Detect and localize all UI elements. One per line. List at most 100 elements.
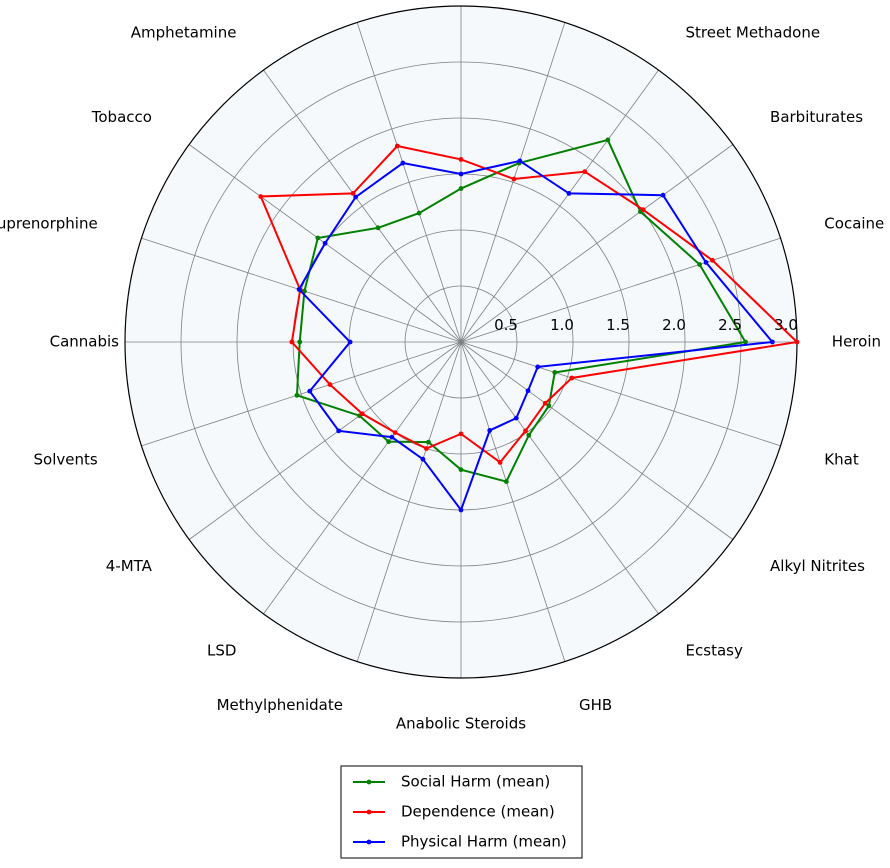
category-labels: Heroin Cocaine Barbiturates Street Methadon…	[0, 23, 884, 732]
grid-spoke	[460, 341, 566, 662]
series-dependence-mean	[258, 143, 800, 465]
data-point	[327, 382, 333, 387]
data-point	[513, 415, 519, 421]
data-point	[375, 225, 381, 231]
data-point	[523, 428, 528, 434]
grid-spoke	[460, 341, 659, 615]
data-point	[458, 467, 464, 473]
data-point	[258, 194, 264, 199]
data-point	[497, 459, 503, 465]
data-point	[294, 392, 300, 398]
legend-label: Social Harm (mean)	[401, 773, 550, 791]
data-point	[458, 507, 464, 513]
r-tick-label: 1.5	[606, 316, 630, 334]
grid-spoke	[460, 341, 734, 540]
category-label-street-methadone: Street Methadone	[686, 23, 821, 41]
data-point	[458, 186, 464, 191]
category-label-barbiturates: Barbiturates	[770, 108, 863, 126]
grid-spoke	[460, 237, 781, 343]
r-tick-label: 2.0	[662, 316, 686, 334]
data-point	[289, 339, 295, 345]
grid-spoke	[460, 144, 734, 343]
data-point	[569, 375, 575, 381]
data-point	[743, 339, 748, 345]
data-point	[353, 194, 359, 200]
grid-spoke	[460, 341, 781, 447]
grid-spoke	[141, 341, 462, 447]
radial-tick-labels: 0.5 1.0 1.5 2.0 2.5 3.0	[494, 316, 798, 334]
data-point	[458, 431, 464, 437]
data-point	[525, 388, 531, 394]
data-point	[347, 339, 353, 345]
data-point	[359, 411, 365, 417]
data-point	[517, 158, 523, 164]
category-label-4-mta: 4-MTA	[106, 557, 153, 575]
category-label-khat: Khat	[824, 451, 859, 469]
grid-spoke	[356, 341, 462, 662]
category-label-lsd: LSD	[207, 642, 236, 660]
category-label-amphetamine: Amphetamine	[131, 23, 237, 41]
data-point	[487, 428, 493, 433]
data-point	[769, 339, 775, 345]
data-point	[542, 400, 548, 406]
category-label-cocaine: Cocaine	[824, 214, 884, 232]
data-point	[660, 192, 666, 198]
legend-marker	[366, 839, 372, 845]
category-label-methylphenidate: Methylphenidate	[217, 696, 343, 714]
data-point	[458, 171, 464, 177]
legend-item-physical-harm-mean: Physical Harm (mean)	[353, 833, 567, 851]
series-physical-harm-mean	[296, 158, 775, 513]
series-group	[258, 137, 800, 513]
category-label-ecstasy: Ecstasy	[686, 642, 743, 660]
grid-spoke	[460, 69, 659, 343]
legend-label: Physical Harm (mean)	[401, 833, 567, 851]
legend-item-social-harm-mean: Social Harm (mean)	[353, 773, 550, 791]
data-point	[350, 190, 356, 196]
data-point	[709, 257, 715, 263]
data-point	[315, 235, 321, 241]
category-label-anabolic-steroids: Anabolic Steroids	[396, 715, 526, 733]
data-point	[394, 143, 400, 149]
data-point	[426, 439, 431, 445]
data-point	[400, 160, 406, 166]
data-point	[605, 137, 611, 143]
grid-spoke	[188, 341, 462, 540]
category-label-alkyl-nitrites: Alkyl Nitrites	[770, 557, 865, 575]
r-tick-label: 0.5	[494, 316, 518, 334]
data-point	[511, 176, 517, 182]
data-point	[416, 210, 422, 216]
category-label-cannabis: Cannabis	[50, 333, 120, 351]
data-point	[697, 262, 703, 267]
grid-spoke	[356, 22, 462, 343]
r-tick-label: 3.0	[774, 316, 798, 334]
data-point	[458, 157, 464, 162]
data-point	[296, 286, 302, 292]
category-label-heroin: Heroin	[832, 333, 881, 351]
legend-marker	[366, 779, 372, 785]
data-point	[322, 240, 328, 246]
data-point	[526, 432, 532, 438]
legend-label: Dependence (mean)	[401, 803, 555, 821]
legend: Social Harm (mean) Dependence (mean) Physi…	[340, 765, 583, 859]
data-point	[582, 169, 588, 175]
data-point	[703, 259, 709, 265]
category-label-tobacco: Tobacco	[91, 108, 152, 126]
grid-spoke	[460, 22, 566, 343]
category-label-solvents: Solvents	[34, 451, 98, 469]
data-point	[420, 456, 426, 462]
legend-marker	[366, 809, 372, 815]
category-label-buprenorphine: Buprenorphine	[0, 214, 98, 232]
data-point	[503, 479, 509, 484]
data-point	[794, 339, 800, 345]
data-point	[336, 428, 342, 434]
data-point	[307, 388, 313, 394]
grid-spoke	[263, 341, 462, 615]
r-tick-label: 2.5	[718, 316, 742, 334]
data-point	[552, 370, 558, 375]
data-point	[297, 339, 303, 345]
grid-spoke	[263, 69, 462, 343]
category-label-ghb: GHB	[579, 696, 612, 714]
data-point	[423, 446, 429, 451]
data-point	[640, 207, 646, 213]
